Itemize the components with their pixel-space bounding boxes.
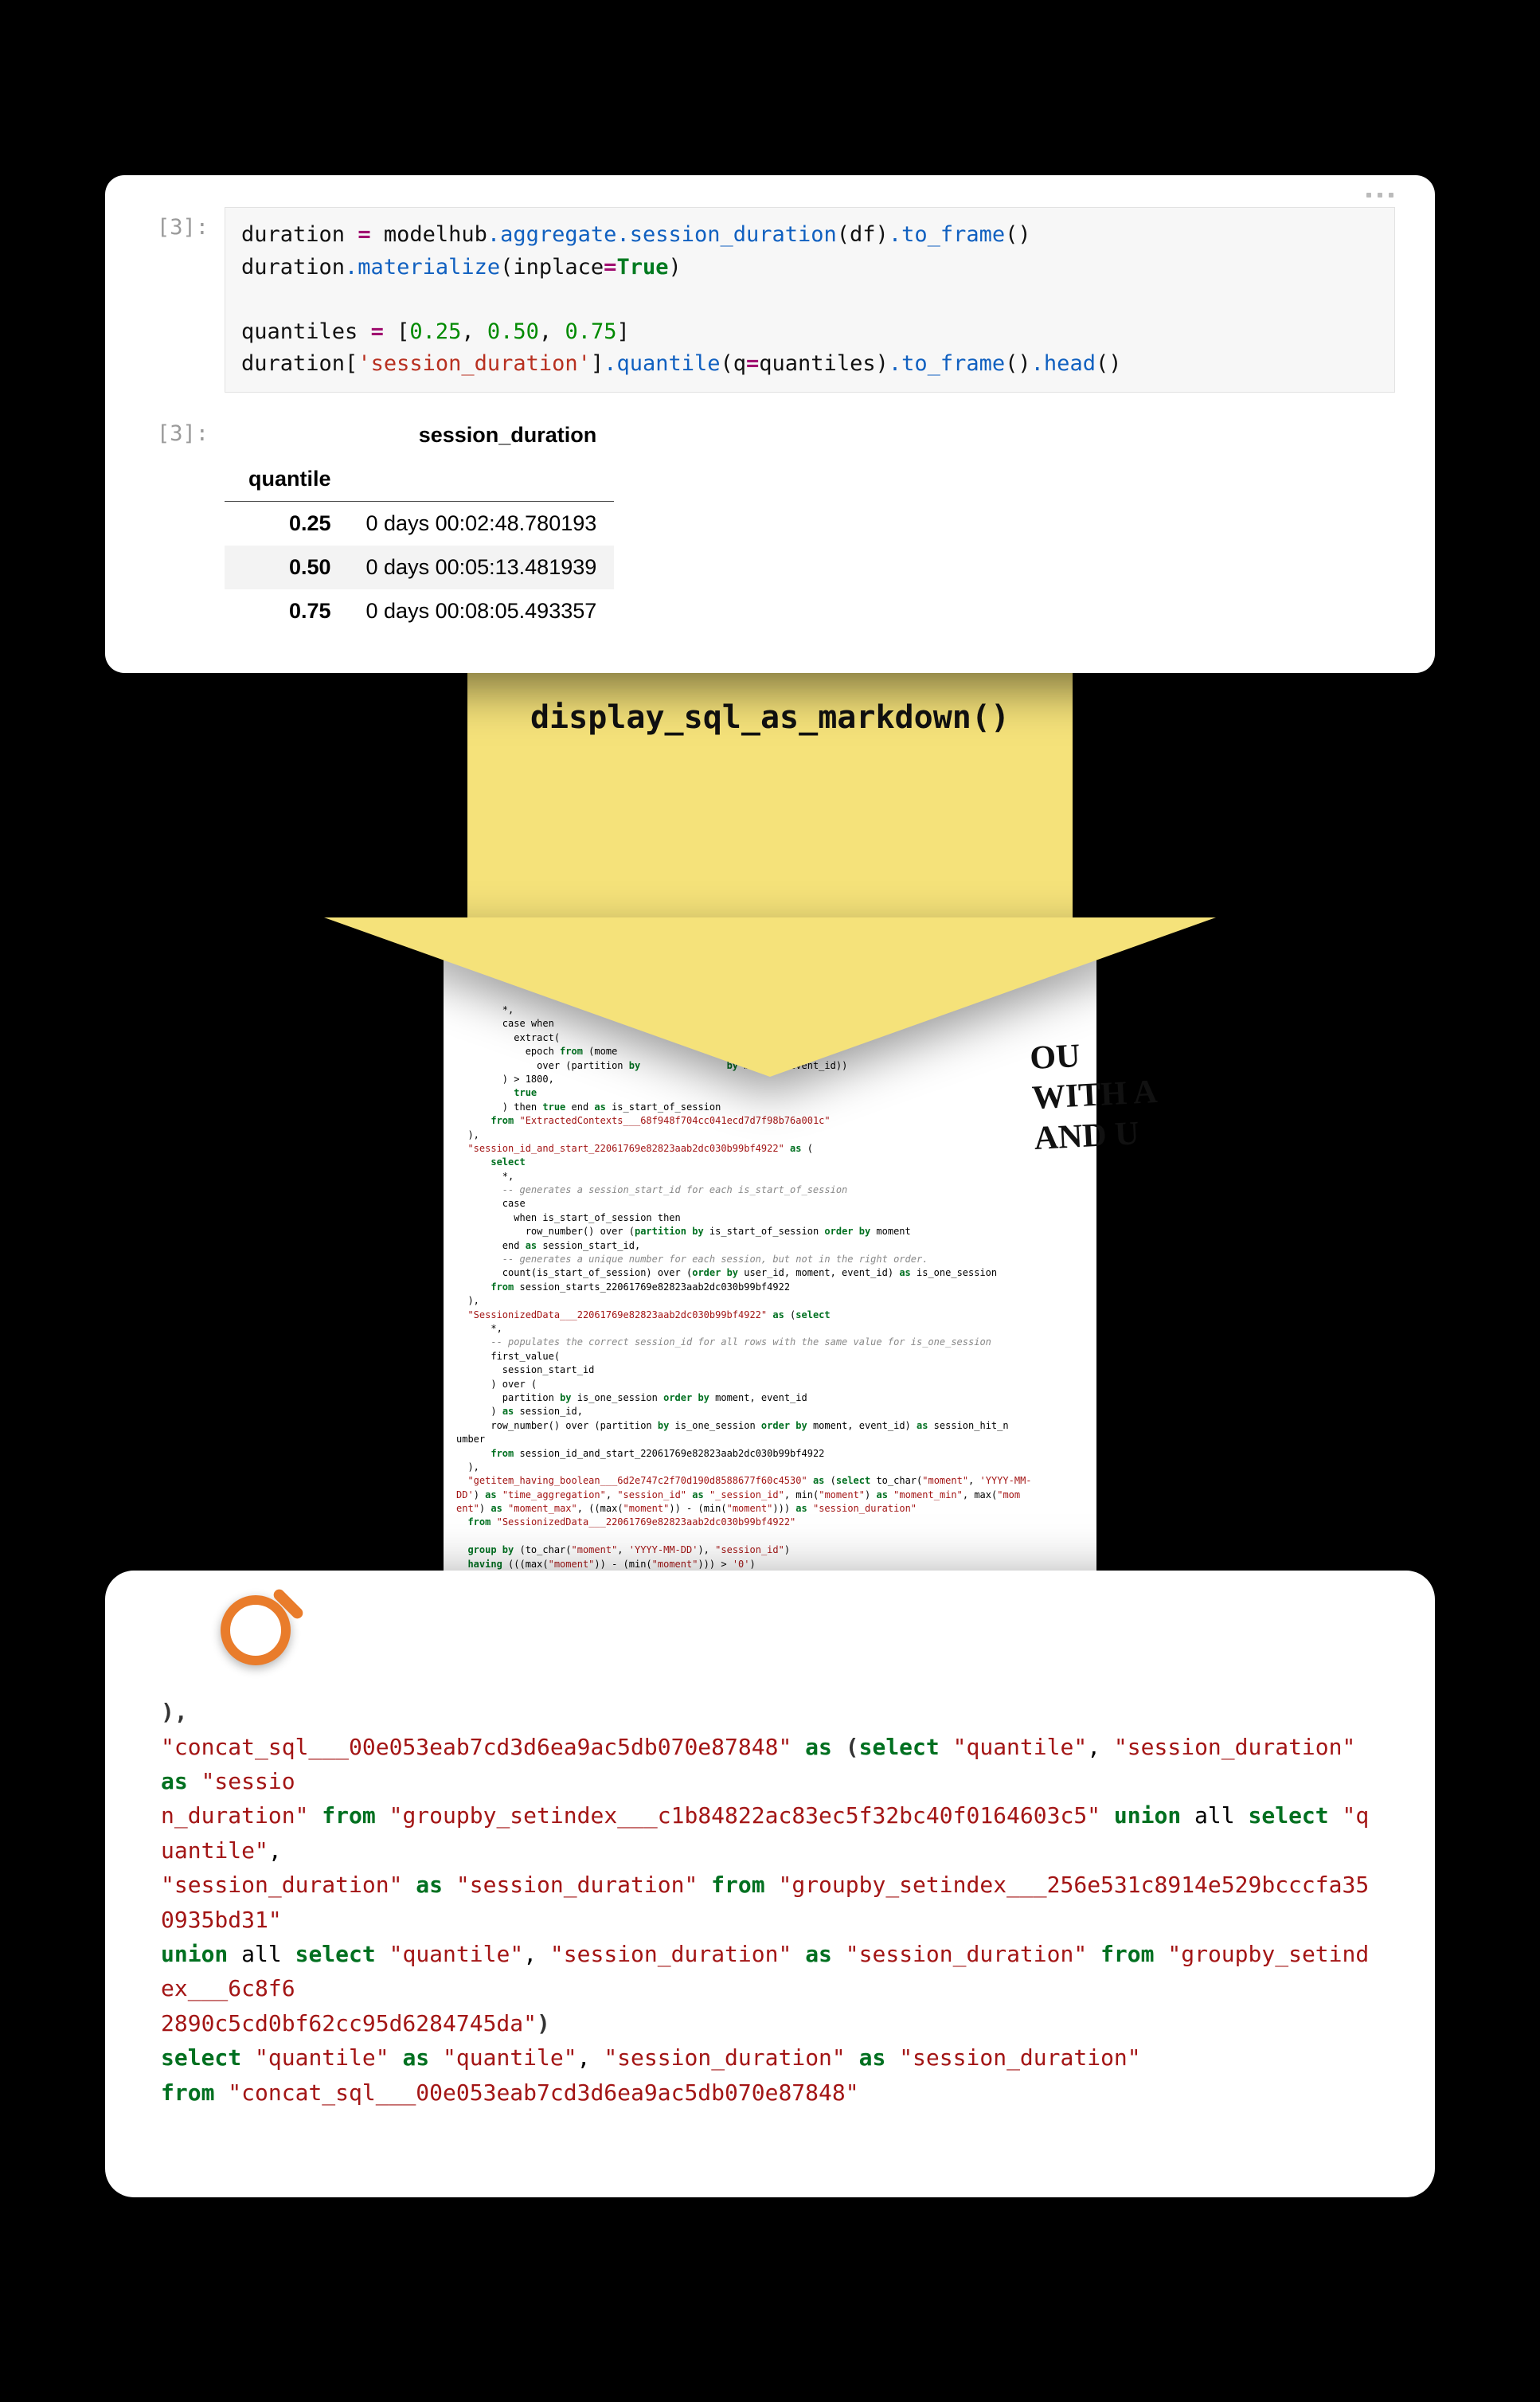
code-block[interactable]: duration = modelhub.aggregate.session_du… <box>225 207 1395 393</box>
arrow: display_sql_as_markdown() <box>105 663 1435 1077</box>
zoom-card: ), "concat_sql___00e053eab7cd3d6ea9ac5db… <box>105 1571 1435 2197</box>
out-prompt: [3]: <box>137 413 209 633</box>
in-prompt: [3]: <box>137 207 209 240</box>
code-cell: [3]: duration = modelhub.aggregate.sessi… <box>137 207 1395 393</box>
magnifier-icon <box>221 1527 316 1622</box>
table-row: 0.250 days 00:02:48.780193 <box>225 501 614 546</box>
arrow-head <box>324 917 1216 1077</box>
cell-toolbar[interactable] <box>1366 193 1393 198</box>
table-row: 0.750 days 00:08:05.493357 <box>225 589 614 633</box>
output-cell: [3]: session_duration quantile 0.250 day… <box>137 413 1395 633</box>
arrow-label: display_sql_as_markdown() <box>467 663 1073 919</box>
index-name: quantile <box>225 457 349 502</box>
table-row: 0.500 days 00:05:13.481939 <box>225 546 614 589</box>
output-table: session_duration quantile 0.250 days 00:… <box>225 413 614 633</box>
col-header: session_duration <box>349 413 615 457</box>
jupyter-panel: [3]: duration = modelhub.aggregate.sessi… <box>105 175 1435 673</box>
